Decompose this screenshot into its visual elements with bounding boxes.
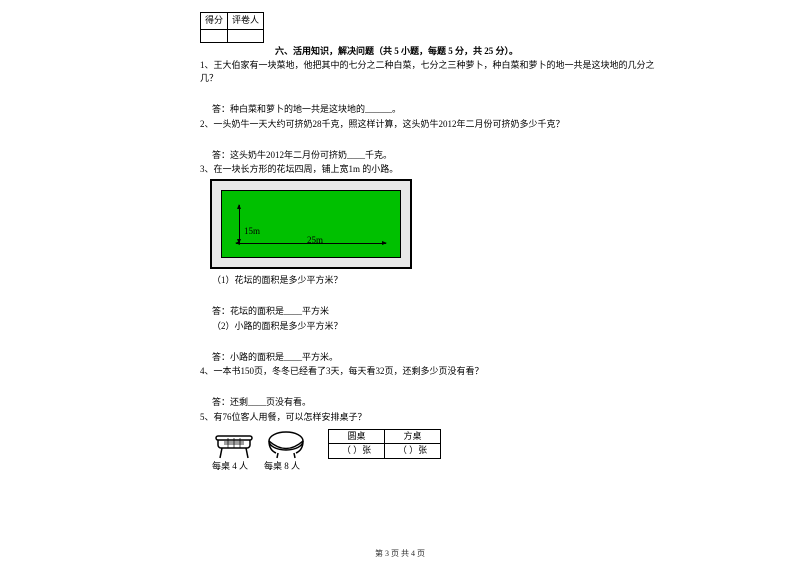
answer-2: 答：这头奶牛2012年二月份可挤奶____千克。 <box>212 149 660 163</box>
tables-illustration-row: 圆桌 方桌 （ ）张 （ ）张 <box>212 428 660 460</box>
question-2: 2、一头奶牛一天大约可挤奶28千克，照这样计算，这头奶牛2012年二月份可挤奶多… <box>200 118 660 131</box>
question-4: 4、一本书150页，冬冬已经看了3天，每天看32页，还剩多少页没有看？ <box>200 365 660 378</box>
answer-3-1: 答：花坛的面积是____平方米 <box>212 305 660 319</box>
question-1: 1、王大伯家有一块菜地，他把其中的七分之二种白菜，七分之三种萝卜，种白菜和萝卜的… <box>200 59 660 85</box>
dimension-vertical: 15m <box>244 225 260 239</box>
question-3-1: （1）花坛的面积是多少平方米？ <box>212 274 660 287</box>
answer-4: 答：还剩____页没有看。 <box>212 396 660 410</box>
flowerbed-diagram: 15m 25m <box>210 179 412 269</box>
cell-square[interactable]: （ ）张 <box>385 444 441 459</box>
table-captions: 每桌 4 人 每桌 8 人 <box>212 460 660 474</box>
answer-1: 答：种白菜和萝卜的地一共是这块地的______。 <box>212 103 660 117</box>
header-round: 圆桌 <box>329 429 385 444</box>
question-5: 5、有76位客人用餐，可以怎样安排桌子？ <box>200 411 660 424</box>
section-title: 六、活用知识，解决问题（共 5 小题，每题 5 分，共 25 分）。 <box>275 45 660 59</box>
exam-page: 得分 评卷人 六、活用知识，解决问题（共 5 小题，每题 5 分，共 25 分）… <box>0 0 800 565</box>
question-3-2: （2）小路的面积是多少平方米？ <box>212 320 660 333</box>
question-3: 3、在一块长方形的花坛四周，铺上宽1m 的小路。 <box>200 163 660 176</box>
dimension-horizontal: 25m <box>307 234 323 248</box>
cell-round[interactable]: （ ）张 <box>329 444 385 459</box>
grader-cell[interactable] <box>228 29 264 42</box>
square-table-icon <box>212 428 256 460</box>
score-cell[interactable] <box>201 29 228 42</box>
flowerbed-inner: 15m 25m <box>221 190 401 258</box>
content-area: 得分 评卷人 六、活用知识，解决问题（共 5 小题，每题 5 分，共 25 分）… <box>200 12 660 473</box>
vertical-arrow <box>239 205 240 243</box>
round-table-icon <box>264 428 308 460</box>
grader-label: 评卷人 <box>228 13 264 30</box>
answer-3-2: 答：小路的面积是____平方米。 <box>212 351 660 365</box>
seating-table: 圆桌 方桌 （ ）张 （ ）张 <box>328 429 441 459</box>
page-footer: 第 3 页 共 4 页 <box>0 548 800 559</box>
header-square: 方桌 <box>385 429 441 444</box>
score-label: 得分 <box>201 13 228 30</box>
caption-round-table: 每桌 8 人 <box>264 460 316 474</box>
score-grader-table: 得分 评卷人 <box>200 12 264 43</box>
caption-square-table: 每桌 4 人 <box>212 460 264 474</box>
